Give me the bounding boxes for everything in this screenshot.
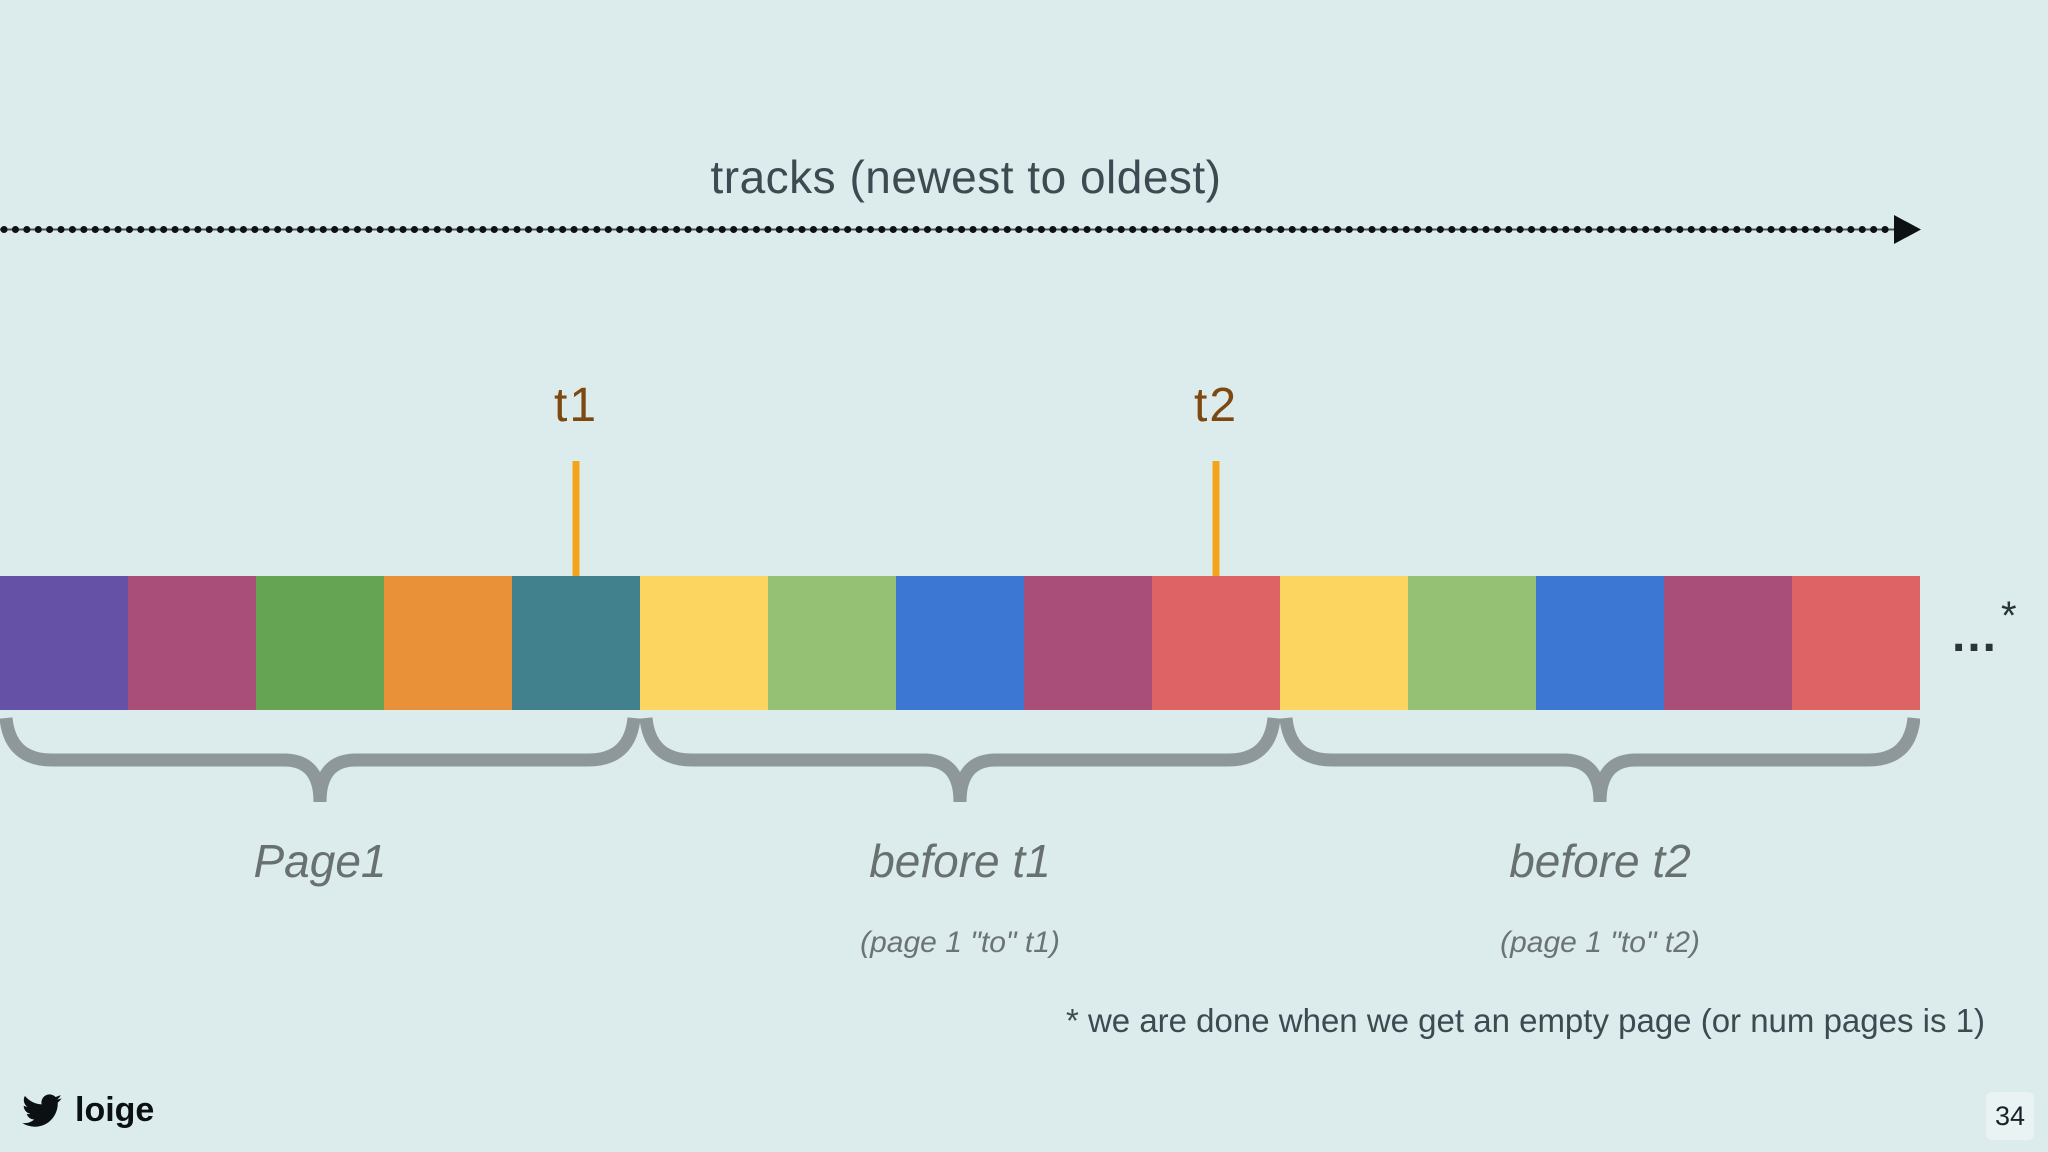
group-label: Page1 xyxy=(253,835,387,887)
footnote: * we are done when we get an empty page … xyxy=(1065,1002,1985,1039)
track-bar xyxy=(0,576,1920,710)
track-block-teal xyxy=(512,576,640,710)
footnote-asterisk-marker: * xyxy=(2001,594,2017,638)
timeline-title: tracks (newest to oldest) xyxy=(710,151,1222,203)
more-tracks-indicator: …* xyxy=(1950,594,2017,663)
group-sublabel: (page 1 "to" t2) xyxy=(1500,926,1700,959)
track-block-green xyxy=(256,576,384,710)
track-block-light-green xyxy=(1408,576,1536,710)
group-label: before t1 xyxy=(869,835,1051,887)
track-block-magenta xyxy=(1664,576,1792,710)
track-block-light-green xyxy=(768,576,896,710)
footer-handle: loige xyxy=(22,1086,154,1134)
timeline-arrow xyxy=(0,215,1921,244)
track-block-magenta xyxy=(1024,576,1152,710)
twitter-icon xyxy=(22,1093,62,1127)
group-before-t1: before t1 (page 1 "to" t1) xyxy=(640,712,1280,982)
brace xyxy=(640,717,1280,803)
footer-handle-text: loige xyxy=(75,1090,155,1129)
track-block-magenta xyxy=(128,576,256,710)
marker-label-t2: t2 xyxy=(1193,379,1239,432)
brace xyxy=(1280,717,1920,803)
ellipsis-dots: … xyxy=(1950,609,1999,662)
track-block-red xyxy=(1152,576,1280,710)
group-page1: Page1 xyxy=(0,712,640,982)
brace xyxy=(0,717,640,803)
group-sublabel: (page 1 "to" t1) xyxy=(860,926,1060,959)
track-block-red xyxy=(1792,576,1920,710)
track-block-purple xyxy=(0,576,128,710)
group-before-t2: before t2 (page 1 "to" t2) xyxy=(1280,712,1920,982)
track-block-blue xyxy=(896,576,1024,710)
marker-label-t1: t1 xyxy=(553,379,599,432)
page-number-badge: 34 xyxy=(1986,1092,2034,1140)
group-label: before t2 xyxy=(1509,835,1691,887)
track-block-orange xyxy=(384,576,512,710)
track-block-blue xyxy=(1536,576,1664,710)
track-block-yellow xyxy=(640,576,768,710)
track-block-yellow xyxy=(1280,576,1408,710)
